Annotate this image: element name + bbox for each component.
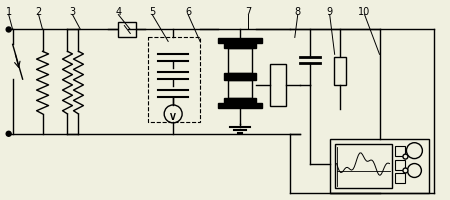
Circle shape (403, 154, 408, 159)
Text: 3: 3 (69, 7, 76, 17)
Bar (396, 160, 405, 170)
Text: V: V (170, 113, 176, 122)
Text: 7: 7 (245, 7, 251, 17)
Bar (333, 58, 346, 86)
Circle shape (406, 143, 423, 159)
Circle shape (407, 164, 421, 178)
Bar (224, 99, 256, 105)
Text: 2: 2 (36, 7, 42, 17)
Bar (228, 81, 252, 99)
Text: 6: 6 (185, 7, 191, 17)
Circle shape (6, 28, 11, 33)
Bar (218, 103, 262, 108)
Text: 8: 8 (295, 7, 301, 17)
Text: 9: 9 (327, 7, 333, 17)
Bar (330, 139, 429, 193)
Bar (224, 74, 256, 81)
Bar (396, 174, 405, 183)
Circle shape (164, 105, 182, 123)
Bar (224, 42, 256, 49)
Bar (396, 146, 405, 156)
Text: 5: 5 (149, 7, 155, 17)
Circle shape (403, 168, 408, 173)
Bar (335, 144, 392, 188)
Bar (228, 49, 252, 74)
Bar (218, 39, 262, 44)
Text: 4: 4 (115, 7, 122, 17)
Bar (270, 65, 286, 106)
Bar (148, 38, 200, 122)
Text: 10: 10 (359, 7, 371, 17)
Bar (118, 22, 136, 38)
Text: 1: 1 (5, 7, 12, 17)
Circle shape (6, 132, 11, 137)
